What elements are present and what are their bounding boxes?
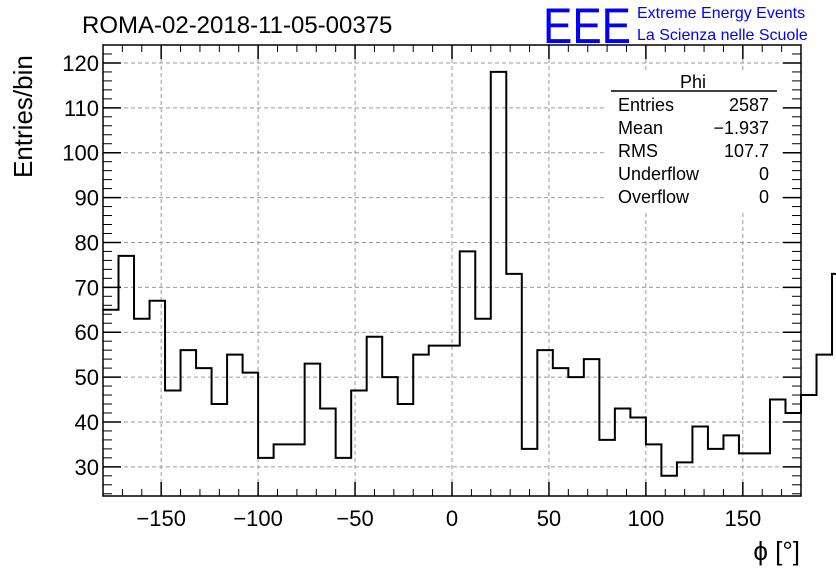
histogram-bin [460,251,476,496]
histogram-bin [181,350,197,496]
histogram-bin [739,453,755,496]
histogram-bin [243,373,259,496]
y-tick-label: 60 [75,320,99,345]
x-tick-label: −100 [233,506,283,531]
histogram-bin [475,319,491,496]
y-tick-label: 110 [64,96,99,121]
stats-value-entries: 2587 [729,95,769,115]
histogram-bin [444,346,460,496]
histogram-bin [832,274,836,496]
histogram-bin [212,404,228,496]
histogram-bin [537,350,553,496]
stats-box-background [607,72,779,210]
x-tick-label: −150 [136,506,186,531]
stats-title: Phi [680,72,706,92]
histogram-bin [630,417,646,496]
histogram-bin [599,440,615,496]
y-axis-label: Entries/bin [8,55,38,178]
histogram-bin [351,391,367,496]
stats-value-mean: −1.937 [713,118,769,138]
stats-value-underflow: 0 [759,164,769,184]
histogram-bin [692,426,708,496]
y-tick-label: 90 [75,186,99,211]
histogram-bin [103,310,119,496]
y-tick-label: 30 [75,455,99,480]
histogram-bin [336,458,352,496]
histogram-bin [429,346,445,496]
histogram-bin [646,444,662,496]
histogram-outline [103,70,836,477]
stats-label-rms: RMS [618,141,658,161]
histogram-bin [305,364,321,496]
histogram-bin [320,408,336,496]
logo-mark: EEE [543,0,631,54]
x-axis-label: ϕ [°] [753,536,800,566]
histogram-bins [103,70,836,496]
x-tick-label: −50 [336,506,373,531]
histogram-bin [770,400,786,496]
histogram-bin [196,368,212,496]
histogram-bin [491,72,507,496]
histogram-bin [568,377,584,496]
histogram-bin [817,355,833,496]
histogram-bin [227,355,243,496]
histogram-bin [150,301,166,496]
x-tick-label: 0 [446,506,458,531]
histogram-bin [413,355,429,496]
y-tick-label: 50 [75,365,99,390]
stats-box: Phi Entries 2587 Mean −1.937 RMS 107.7 U… [607,72,779,210]
y-tick-label: 80 [75,230,99,255]
histogram-bin [723,435,739,496]
histogram-bin [398,404,414,496]
x-tick-label: 150 [724,506,761,531]
histogram-bin [367,337,383,496]
axis-ticks: −150 −100 −50 0 50 100 150 30 40 50 60 70 80 90 100 110… [62,44,802,531]
histogram-bin [258,458,274,496]
histogram-bin [274,444,290,496]
stats-label-overflow: Overflow [618,187,690,207]
histogram-bin [134,319,150,496]
histogram-bin [584,359,600,496]
x-tick-label: 50 [537,506,561,531]
histogram-bin [522,449,538,496]
stats-label-underflow: Underflow [618,164,700,184]
stats-value-rms: 107.7 [724,141,769,161]
histogram-bin [289,444,305,496]
histogram-bin [553,368,569,496]
histogram-bin [382,377,398,496]
logo-line-2: La Scienza nelle Scuole [637,27,808,44]
y-tick-label: 40 [75,410,99,435]
histogram-bin [661,476,677,496]
y-tick-label: 70 [75,275,99,300]
logo: EEE Extreme Energy Events La Scienza nel… [543,0,808,54]
histogram-bin [615,408,631,496]
logo-line-1: Extreme Energy Events [637,5,805,22]
histogram-bin [708,449,724,496]
stats-value-overflow: 0 [759,187,769,207]
histogram-bin [801,395,817,496]
stats-label-mean: Mean [618,118,663,138]
stats-label-entries: Entries [618,95,674,115]
y-tick-label: 100 [62,141,99,166]
y-tick-label: 120 [62,51,99,76]
histogram-bin [119,256,135,496]
histogram-bin [165,391,181,496]
histogram-bin [785,413,801,496]
histogram-bin [506,274,522,496]
x-tick-label: 100 [628,506,665,531]
chart-title: ROMA-02-2018-11-05-00375 [82,12,392,39]
